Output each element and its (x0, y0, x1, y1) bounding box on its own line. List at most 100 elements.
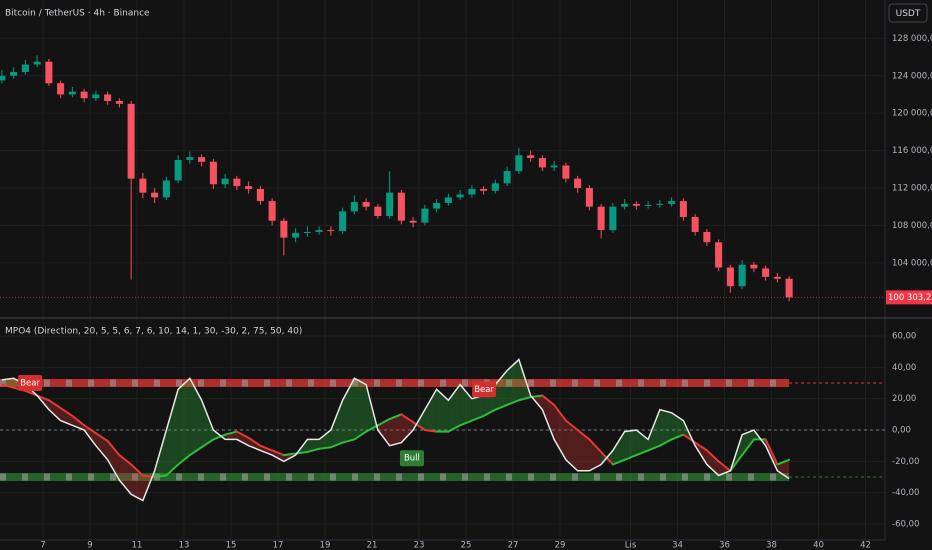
x-tick-label: 29 (555, 541, 566, 550)
fill-area (777, 459, 790, 479)
signal-line (24, 389, 39, 397)
y-tick-label: 60,00 (892, 332, 916, 342)
candle-body (256, 188, 264, 202)
fill-area (624, 430, 637, 460)
candle-body (574, 178, 582, 188)
signal-line (83, 424, 97, 435)
x-tick-label: 17 (273, 541, 284, 550)
signal-line (658, 438, 673, 447)
fill-area (589, 439, 602, 471)
candle-body (80, 91, 88, 99)
candle-body (21, 64, 29, 73)
signal-line (376, 418, 391, 427)
candle-body (703, 231, 711, 243)
x-tick-label: 15 (226, 541, 237, 550)
x-tick-label: 11 (132, 541, 143, 550)
signal-line (388, 413, 403, 421)
currency-button[interactable] (888, 3, 928, 23)
fill-area (436, 389, 449, 432)
signal-line (71, 414, 86, 427)
signal-line (576, 429, 591, 441)
signal-line (694, 441, 708, 452)
signal-line (482, 408, 497, 417)
fill-area (225, 431, 237, 440)
candle-body (668, 201, 676, 204)
candle-body (374, 206, 382, 217)
fill-area (389, 414, 402, 446)
signal-line (447, 424, 462, 433)
signal-line (517, 396, 532, 402)
candle-body (656, 203, 664, 205)
signal-line (212, 433, 227, 441)
x-tick-label: 13 (179, 541, 190, 550)
signal-line (200, 438, 215, 449)
chart-title: Bitcoin / TetherUS · 4h · Binance (5, 9, 150, 19)
candle-body (350, 202, 358, 212)
candle-body (550, 165, 558, 168)
signal-line (494, 403, 509, 411)
candle-body (644, 204, 652, 206)
signal-line (318, 446, 332, 450)
signal-line (647, 444, 661, 452)
y-tick-label: 116 000,00 (892, 146, 932, 156)
signal-line (564, 419, 579, 432)
candle-body (632, 203, 640, 206)
candle-body (221, 178, 229, 185)
signal-line (635, 449, 650, 457)
signal-line (36, 394, 50, 402)
candle-body (538, 158, 546, 168)
fill-area (742, 430, 754, 456)
candle-body (162, 180, 170, 198)
candle-body (33, 61, 41, 65)
x-tick-label: 19 (320, 541, 331, 550)
x-tick-label: Lis (625, 541, 637, 550)
candle-body (397, 192, 405, 221)
signal-line (153, 474, 168, 479)
candle-body (151, 192, 159, 198)
candle-body (303, 231, 311, 233)
annotation-label: Bear (20, 379, 40, 389)
price-axis (885, 0, 932, 550)
candle-body (339, 211, 347, 232)
x-tick-label: 27 (508, 541, 519, 550)
signal-line (106, 439, 121, 457)
signal-line (623, 454, 638, 461)
candle-body (139, 178, 147, 193)
signal-line (506, 399, 520, 406)
annotation-box (18, 375, 43, 392)
currency-label[interactable]: USDT (896, 9, 921, 19)
signal-line (224, 430, 238, 436)
candle-body (785, 278, 793, 298)
annotation-box (399, 450, 424, 467)
candle-body (773, 276, 781, 279)
candle-body (315, 230, 323, 232)
signal-line (188, 446, 203, 457)
signal-line (764, 438, 779, 466)
fill-area (189, 378, 202, 456)
fill-area (166, 389, 179, 476)
candle-body (515, 155, 523, 172)
candle-body (57, 83, 65, 95)
fill-area (260, 445, 273, 456)
signal-line (353, 430, 368, 441)
signal-line (717, 460, 732, 472)
candle-body (127, 103, 135, 179)
signal-line (165, 463, 180, 477)
fill-area (471, 395, 484, 421)
candle-body (585, 187, 593, 207)
fill-area (330, 400, 343, 448)
candle-body (421, 208, 429, 223)
y-tick-label: 104 000,00 (892, 258, 932, 268)
fill-area (201, 400, 214, 448)
fill-area (1, 378, 14, 388)
candle-body (115, 101, 123, 104)
candle-body (609, 206, 617, 231)
signal-line (741, 438, 755, 457)
fill-area (354, 378, 367, 440)
fill-area (178, 378, 190, 465)
x-tick-label: 36 (719, 541, 730, 550)
signal-line (235, 430, 250, 439)
candle-body (327, 230, 335, 232)
x-tick-label: 7 (40, 541, 45, 550)
candle-body (362, 202, 370, 207)
